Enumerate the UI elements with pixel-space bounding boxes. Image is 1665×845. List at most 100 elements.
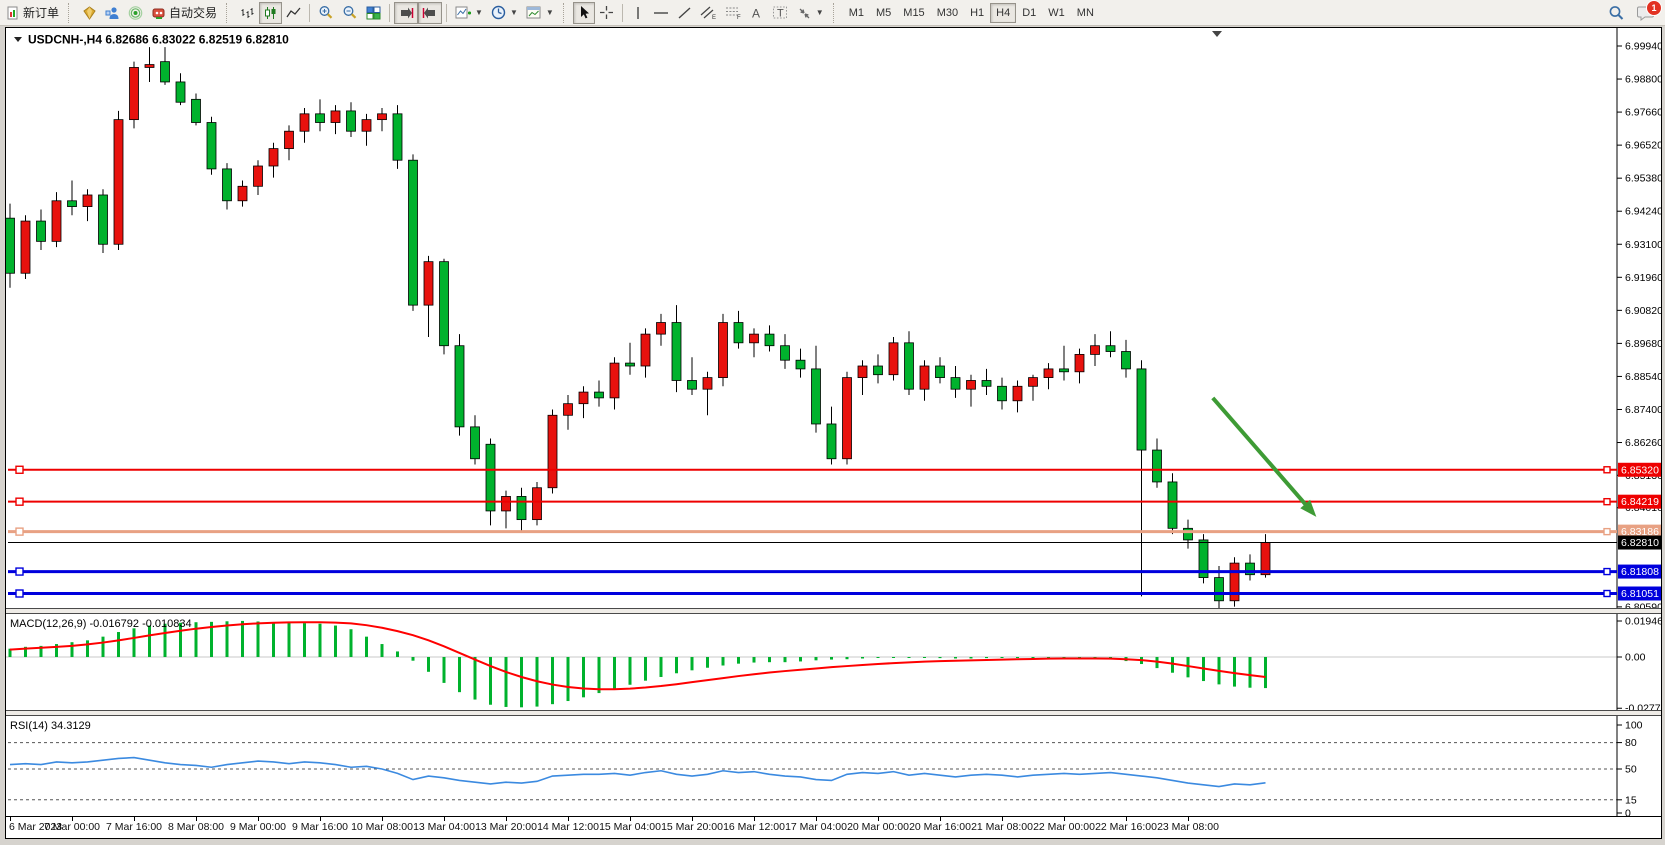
- timeframe-button-m30[interactable]: M30: [931, 3, 964, 23]
- timeframe-button-h1[interactable]: H1: [964, 3, 990, 23]
- new-order-icon: [6, 6, 20, 20]
- candle: [82, 194, 93, 207]
- equidistant-channel-tool-button[interactable]: E: [696, 2, 721, 24]
- candlestick-chart-type-button[interactable]: [259, 1, 283, 24]
- search-button[interactable]: [1604, 2, 1629, 24]
- macd-bar: [985, 657, 988, 659]
- panel-splitter[interactable]: [6, 608, 1661, 614]
- rsi-tick-label: 0: [1625, 808, 1631, 817]
- ohlc-collapse-arrow-icon[interactable]: [14, 37, 22, 42]
- price-line-badge-label: 6.81051: [1621, 588, 1659, 600]
- fibonacci-tool-button[interactable]: F: [721, 2, 746, 24]
- line-anchor-handle[interactable]: [15, 465, 24, 474]
- crosshair-button[interactable]: [595, 2, 618, 24]
- chart-shift-button[interactable]: [418, 1, 443, 24]
- line-anchor-handle[interactable]: [15, 589, 24, 598]
- macd-bar: [721, 657, 725, 666]
- macd-bar: [39, 645, 43, 657]
- timeframe-button-m1[interactable]: M1: [843, 3, 870, 23]
- macd-bar: [938, 657, 942, 659]
- line-anchor-handle[interactable]: [15, 497, 24, 506]
- candle: [780, 345, 790, 361]
- rsi-axis: 100 80 50 15 0: [1617, 720, 1643, 817]
- macd-bar: [318, 623, 322, 657]
- crosshair-icon: [599, 5, 614, 20]
- line-anchor-handle[interactable]: [1603, 527, 1611, 536]
- trend-arrow-annotation[interactable]: [1211, 396, 1317, 517]
- candle: [191, 98, 201, 123]
- rsi-tick-label: 80: [1625, 737, 1637, 749]
- trendline-tool-button[interactable]: [673, 2, 696, 24]
- chart-window: 6.99940 6.98800 6.97660 6.96520 6.95380 6.942…: [5, 27, 1662, 839]
- candle: [656, 322, 666, 335]
- candle: [1121, 351, 1131, 370]
- time-axis[interactable]: 6 Mar 2023 7 Mar 00:00 7 Mar 16:00 8 Mar 08…: [6, 816, 1661, 837]
- line-anchor-handle[interactable]: [15, 527, 24, 536]
- macd-tick-label: 0.019464: [1625, 615, 1661, 627]
- templates-button[interactable]: ▼: [522, 2, 558, 24]
- line-anchor-handle[interactable]: [1603, 466, 1611, 474]
- time-tick: [196, 817, 197, 821]
- price-tick-label: 6.90820: [1625, 305, 1661, 317]
- text-tool-button[interactable]: A: [746, 2, 768, 24]
- text-label-icon: T: [772, 5, 789, 20]
- time-tick: [1002, 817, 1003, 821]
- periods-button[interactable]: ▼: [487, 2, 522, 24]
- toolbar-handle: [562, 2, 569, 23]
- arrows-tool-button[interactable]: ▼: [793, 2, 828, 24]
- line-anchor-handle[interactable]: [1603, 567, 1611, 576]
- candle: [563, 403, 573, 416]
- new-order-button[interactable]: 新订单: [2, 2, 63, 24]
- timeframe-button-h4[interactable]: H4: [990, 2, 1017, 23]
- candles: [6, 47, 1271, 608]
- macd-bar: [1016, 657, 1019, 658]
- bar-chart-type-button[interactable]: [236, 2, 259, 24]
- notifications-button[interactable]: 1: [1637, 0, 1662, 21]
- macd-bar: [70, 642, 74, 657]
- candle: [950, 377, 961, 390]
- panel-splitter[interactable]: [6, 710, 1661, 716]
- zoom-out-button[interactable]: [338, 2, 362, 24]
- auto-scroll-button[interactable]: [394, 1, 419, 24]
- signals-button[interactable]: [124, 2, 147, 24]
- horizontal-line-tool-button[interactable]: [649, 2, 673, 24]
- chart-shift-marker[interactable]: [1212, 31, 1222, 37]
- line-anchor-handle[interactable]: [15, 567, 24, 576]
- candle: [842, 377, 852, 460]
- depth-of-market-button[interactable]: [78, 2, 101, 24]
- line-chart-type-button[interactable]: [282, 2, 305, 24]
- macd-bar: [504, 657, 508, 707]
- vertical-line-tool-button[interactable]: [627, 2, 649, 24]
- line-anchor-handle[interactable]: [1603, 497, 1611, 506]
- candle: [733, 322, 744, 344]
- time-tick: [568, 817, 569, 821]
- timeframe-button-m15[interactable]: M15: [897, 3, 930, 23]
- rsi-panel[interactable]: 100 80 50 15 0 RSI(14) 34.3129: [6, 716, 1661, 816]
- chevron-down-icon: ▼: [475, 8, 483, 17]
- cursor-button[interactable]: [572, 1, 595, 24]
- text-label-tool-button[interactable]: T: [768, 2, 793, 24]
- main-price-panel[interactable]: 6.99940 6.98800 6.97660 6.96520 6.95380 6.942…: [6, 28, 1661, 608]
- macd-bar: [1031, 657, 1035, 658]
- macd-bar: [256, 621, 260, 657]
- candle: [1183, 527, 1193, 541]
- zoom-in-button[interactable]: [314, 2, 338, 24]
- timeframe-button-d1[interactable]: D1: [1016, 3, 1042, 23]
- line-anchor-handle[interactable]: [1603, 589, 1611, 598]
- macd-bar: [923, 657, 926, 658]
- macd-panel[interactable]: 0.019464 0.00 -0.0277 MACD(12,26,9) -0.0167…: [6, 614, 1661, 710]
- macd-bar: [814, 657, 818, 661]
- indicators-button[interactable]: ▼: [451, 2, 487, 24]
- timeframe-button-w1[interactable]: W1: [1042, 3, 1071, 23]
- toolbar-handle: [68, 2, 74, 23]
- candle: [392, 113, 403, 161]
- candle: [764, 333, 775, 347]
- timeframe-button-mn[interactable]: MN: [1071, 3, 1100, 23]
- auto-trading-button[interactable]: 自动交易: [147, 2, 221, 24]
- community-button[interactable]: [101, 2, 124, 24]
- timeframe-button-m5[interactable]: M5: [870, 3, 897, 23]
- macd-bar: [737, 657, 740, 664]
- time-tick: [444, 817, 445, 821]
- macd-bar: [954, 657, 957, 659]
- tile-windows-button[interactable]: [362, 2, 385, 24]
